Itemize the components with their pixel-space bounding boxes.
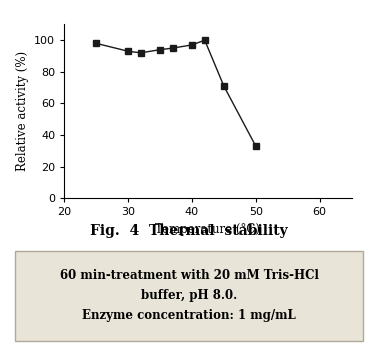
Y-axis label: Relative activity (%): Relative activity (%) — [15, 51, 29, 172]
X-axis label: Temperature (°C): Temperature (°C) — [155, 223, 260, 236]
Text: Fig.  4  Thermal  stability: Fig. 4 Thermal stability — [90, 224, 288, 238]
Text: 60 min-treatment with 20 mM Tris-HCl
buffer, pH 8.0.
Enzyme concentration: 1 mg/: 60 min-treatment with 20 mM Tris-HCl buf… — [60, 269, 318, 322]
